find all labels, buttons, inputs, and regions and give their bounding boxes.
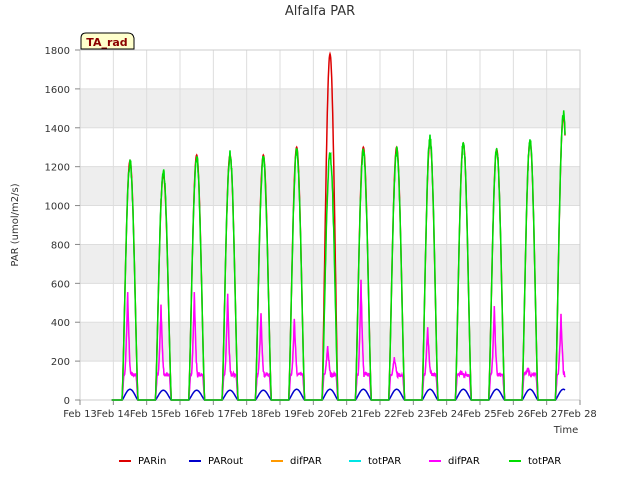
x-tick-label: Feb 24 — [430, 409, 464, 420]
y-tick-label: 600 — [51, 279, 70, 290]
x-tick-label: Feb 15 — [130, 409, 164, 420]
grid-bands — [80, 88, 580, 362]
x-tick-label: Feb 19 — [263, 409, 297, 420]
legend-label: PARout — [208, 456, 243, 467]
gridlines — [79, 49, 581, 401]
x-tick-label: Feb 26 — [497, 409, 531, 420]
grid-band — [80, 88, 580, 128]
y-tick-label: 1200 — [45, 163, 70, 174]
x-axis-label: Time — [553, 425, 578, 436]
y-tick-label: 1400 — [45, 124, 70, 135]
y-axis-label: PAR (umol/m2/s) — [10, 183, 21, 266]
grid-band — [80, 322, 580, 362]
legend-label: PARin — [138, 456, 166, 467]
ta-rad-badge: TA_rad — [80, 32, 135, 50]
badge-box — [80, 32, 135, 50]
y-tick-label: 0 — [64, 396, 70, 407]
x-tick-label: Feb 13 — [63, 409, 97, 420]
grid-band — [80, 166, 580, 206]
x-tick-label: Feb 18 — [230, 409, 264, 420]
x-tick-label: Feb 28 — [563, 409, 597, 420]
y-tick-label: 800 — [51, 240, 70, 251]
y-axis-ticks: 0 200 400 600 800 1000 1200 1400 1600 1800 — [45, 46, 80, 407]
y-tick-label: 400 — [51, 318, 70, 329]
y-tick-label: 1000 — [45, 202, 70, 213]
series-layer — [111, 51, 566, 401]
legend-label: difPAR — [448, 456, 480, 467]
legend: PARin PARout difPAR totPAR difPAR totPAR — [119, 456, 561, 467]
y-tick-label: 1800 — [45, 46, 70, 57]
x-tick-label: Feb 16 — [163, 409, 197, 420]
x-tick-label: Feb 21 — [330, 409, 364, 420]
x-tick-label: Feb 23 — [397, 409, 431, 420]
y-tick-label: 200 — [51, 357, 70, 368]
y-tick-label: 1600 — [45, 85, 70, 96]
x-tick-label: Feb 25 — [463, 409, 497, 420]
x-tick-label: Feb 20 — [297, 409, 331, 420]
grid-band — [80, 244, 580, 284]
badge-label: TA_rad — [86, 36, 127, 49]
x-tick-label: Feb 17 — [197, 409, 231, 420]
chart-title: Alfalfa PAR — [285, 4, 355, 19]
legend-label: difPAR — [290, 456, 322, 467]
x-tick-label: Feb 22 — [363, 409, 397, 420]
x-tick-label: Feb 27 — [530, 409, 564, 420]
series-line-totpar-green — [111, 110, 566, 401]
legend-label: totPAR — [528, 456, 561, 467]
plot-frame — [79, 49, 581, 401]
legend-label: totPAR — [368, 456, 401, 467]
x-axis-ticks: Feb 13 Feb 14 Feb 15 Feb 16 Feb 17 Feb 18 Feb … — [63, 400, 597, 420]
x-tick-label: Feb 14 — [97, 409, 131, 420]
